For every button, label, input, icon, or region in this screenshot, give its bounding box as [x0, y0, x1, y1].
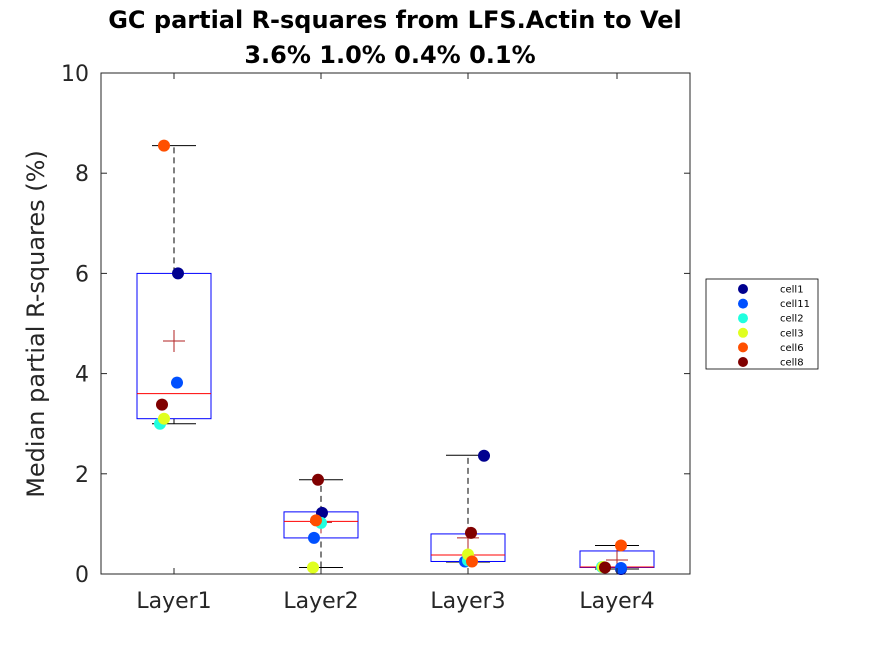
point-cell8-layer4 — [599, 561, 611, 574]
legend-label-cell3: cell3 — [780, 328, 804, 339]
legend-label-cell8: cell8 — [780, 358, 804, 369]
point-cell6-layer1 — [158, 139, 170, 152]
x-tick-label-layer2: Layer2 — [283, 589, 358, 614]
point-cell6-layer4 — [615, 539, 627, 552]
point-cell11-layer1 — [171, 376, 183, 389]
legend-label-cell1: cell1 — [780, 285, 804, 296]
y-tick-label-2: 2 — [75, 463, 89, 488]
y-tick-label-6: 6 — [75, 262, 89, 287]
legend-marker-cell6 — [738, 342, 748, 353]
y-tick-label-0: 0 — [75, 563, 89, 588]
point-cell1-layer3 — [478, 449, 490, 462]
legend: cell1 cell11 cell2 cell3 cell6 cell8 — [705, 278, 819, 370]
legend-label-cell11: cell11 — [780, 299, 810, 310]
axes-group: 0 2 4 6 8 10 Layer1 Layer2 Layer3 Layer4 — [61, 62, 690, 614]
x-tick-label-layer3: Layer3 — [430, 589, 505, 614]
legend-label-cell6: cell6 — [780, 343, 804, 354]
point-cell1-layer1 — [172, 267, 184, 280]
point-cell3-layer2 — [307, 561, 319, 574]
legend-marker-cell3 — [738, 327, 748, 338]
y-tick-label-10: 10 — [61, 62, 89, 87]
point-cell8-layer3 — [465, 526, 477, 539]
data-points-group — [154, 139, 627, 575]
legend-marker-cell2 — [738, 313, 748, 324]
point-cell8-layer2 — [312, 473, 324, 486]
legend-label-cell2: cell2 — [780, 314, 804, 325]
point-cell8-layer1 — [156, 398, 168, 411]
point-cell11-layer2 — [308, 531, 320, 544]
point-cell6-layer2 — [310, 514, 322, 527]
point-cell3-layer1 — [158, 412, 170, 425]
x-tick-label-layer1: Layer1 — [136, 589, 211, 614]
point-cell6-layer3 — [466, 555, 478, 568]
y-tick-label-4: 4 — [75, 363, 89, 388]
y-tick-label-8: 8 — [75, 162, 89, 187]
point-cell11-layer4 — [615, 561, 627, 574]
y-axis-label: Median partial R-squares (%) — [22, 150, 50, 498]
legend-marker-cell8 — [738, 357, 748, 367]
chart-title: GC partial R-squares from LFS.Actin to V… — [108, 6, 682, 34]
legend-box — [705, 278, 819, 370]
x-tick-label-layer4: Layer4 — [579, 589, 654, 614]
legend-marker-cell11 — [738, 298, 748, 309]
chart-subtitle: 3.6% 1.0% 0.4% 0.1% — [244, 41, 535, 69]
plot-area — [100, 72, 691, 575]
legend-marker-cell1 — [738, 284, 748, 294]
